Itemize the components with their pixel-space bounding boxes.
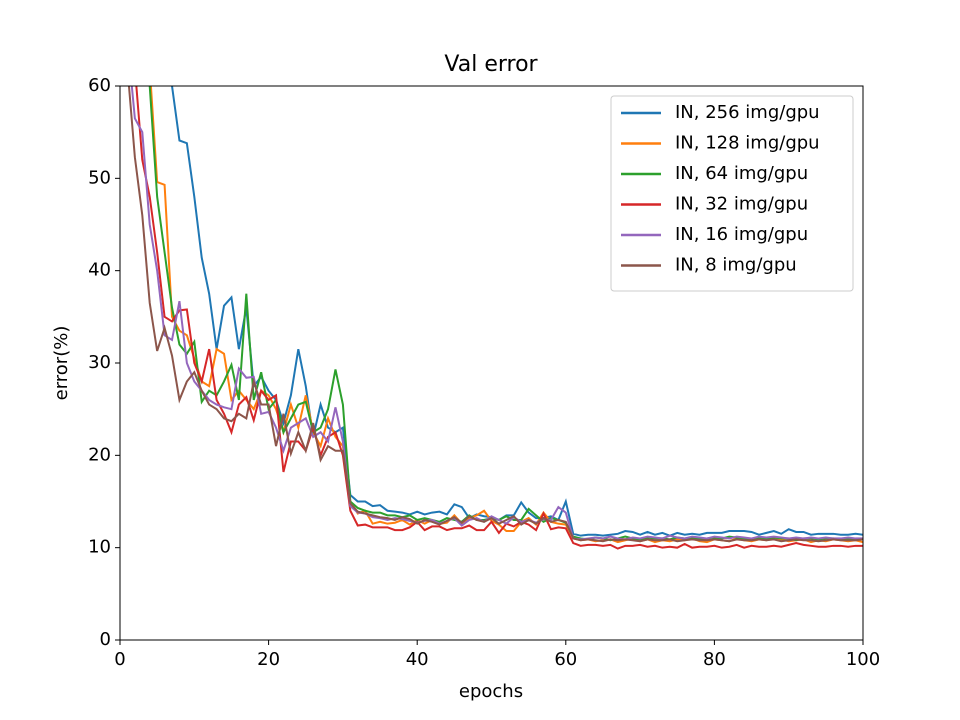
data-line [130,86,863,541]
legend-label: IN, 16 img/gpu [675,224,808,245]
legend-label: IN, 8 img/gpu [675,255,797,276]
legend-label: IN, 128 img/gpu [675,133,820,154]
x-tick-label: 20 [257,649,280,670]
chart-title: Val error [444,52,538,77]
legend-label: IN, 256 img/gpu [675,102,820,123]
legend-box [610,95,854,292]
x-tick-label: 0 [114,649,125,670]
legend-label: IN, 32 img/gpu [675,194,808,215]
y-tick-label: 60 [88,75,111,96]
x-tick-label: 60 [554,649,577,670]
x-tick-label: 80 [703,649,726,670]
y-tick-label: 10 [88,537,111,558]
y-tick-label: 30 [88,352,111,373]
plot-lines [127,86,863,550]
x-tick-label: 100 [846,649,880,670]
y-tick-label: 0 [100,629,111,650]
legend-label: IN, 64 img/gpu [675,163,808,184]
data-line [135,86,863,550]
x-tick-label: 40 [406,649,429,670]
y-tick-label: 40 [88,260,111,281]
y-tick-label: 50 [88,167,111,188]
data-line [127,86,863,543]
x-axis-label: epochs [459,681,523,702]
y-axis-label: error(%) [51,326,72,401]
y-tick-label: 20 [88,444,111,465]
